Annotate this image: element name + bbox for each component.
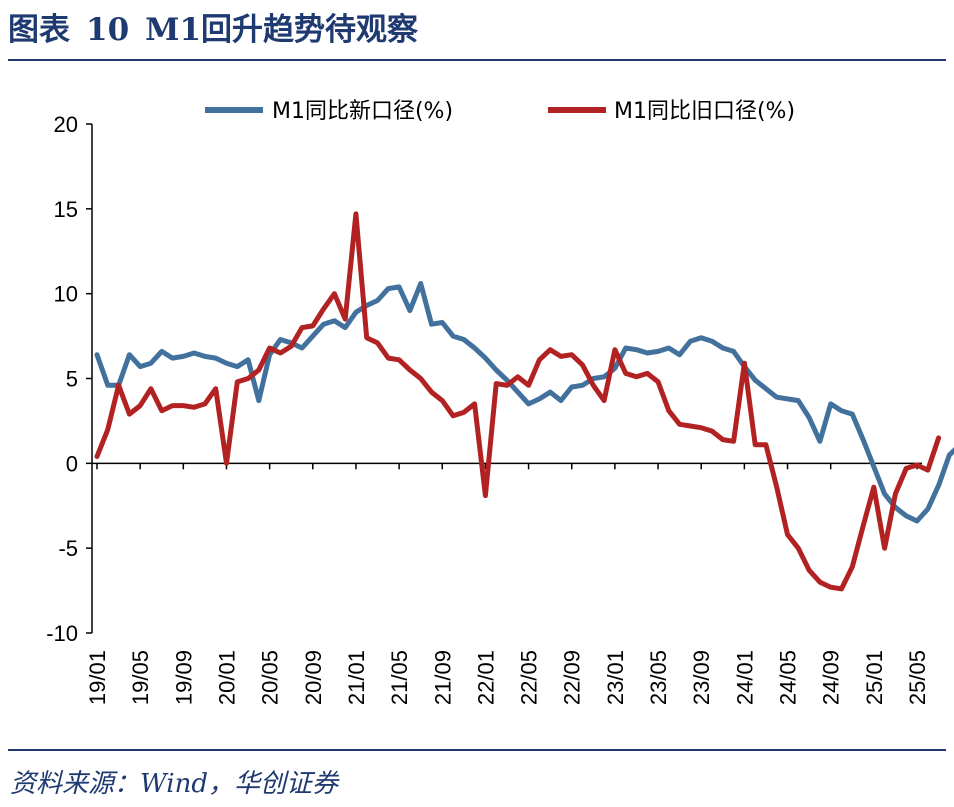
top-rule [8, 59, 946, 61]
figure-number: 10 [86, 12, 130, 48]
y-tick-label: -10 [46, 621, 78, 646]
y-tick-label: -5 [58, 536, 78, 561]
x-tick-label: 22/09 [560, 650, 585, 705]
x-tick-label: 20/01 [214, 650, 239, 705]
x-tick-label: 22/05 [517, 650, 542, 705]
x-tick-label: 21/09 [430, 650, 455, 705]
figure-title: 图表 10 M1回升趋势待观察 [8, 8, 434, 52]
x-tick-label: 23/05 [646, 650, 671, 705]
x-tick-label: 21/05 [387, 650, 412, 705]
y-tick-label: 15 [54, 197, 78, 222]
x-tick-label: 25/05 [905, 650, 930, 705]
x-tick-label: 20/05 [258, 650, 283, 705]
legend-label-old: M1同比旧口径(%) [614, 99, 795, 124]
figure-title-text: M1回升趋势待观察 [145, 12, 419, 48]
x-tick-label: 23/09 [689, 650, 714, 705]
legend: M1同比新口径(%) M1同比旧口径(%) [205, 99, 795, 124]
y-tick-label: 0 [66, 451, 78, 476]
y-tick-label: 10 [54, 282, 78, 307]
chart-axes: 20 15 10 5 0 -5 -10 19/01 19/05 19/09 20/01 20/05 20… [46, 112, 930, 705]
bottom-rule [8, 749, 946, 751]
x-tick-label: 24/01 [732, 650, 757, 705]
x-tick-label: 24/09 [819, 650, 844, 705]
figure-label: 图表 [8, 12, 70, 48]
x-tick-label: 21/01 [344, 650, 369, 705]
series-line-new [94, 281, 954, 524]
x-tick-label: 19/05 [128, 650, 153, 705]
legend-label-new: M1同比新口径(%) [272, 99, 453, 124]
x-tick-label: 24/05 [776, 650, 801, 705]
x-tick-label: 25/01 [862, 650, 887, 705]
y-tick-label: 5 [66, 367, 78, 392]
x-tick-label: 22/01 [473, 650, 498, 705]
series-layer [94, 211, 954, 592]
x-tick-label: 20/09 [301, 650, 326, 705]
x-tick-label: 19/09 [171, 650, 196, 705]
x-tick-label: 19/01 [85, 650, 110, 705]
source-note: 资料来源：Wind，华创证券 [10, 769, 338, 799]
y-tick-label: 20 [54, 112, 78, 137]
series-line-old [94, 211, 942, 592]
x-tick-label: 23/01 [603, 650, 628, 705]
